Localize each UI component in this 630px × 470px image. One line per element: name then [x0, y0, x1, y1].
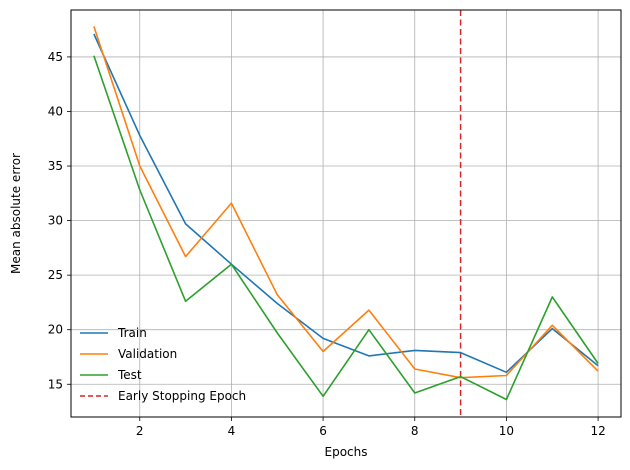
legend-label-validation: Validation: [118, 347, 177, 361]
legend-label-test: Test: [117, 368, 142, 382]
x-axis-label: Epochs: [325, 445, 368, 459]
series-line-validation: [93, 26, 599, 379]
grid: [71, 10, 621, 417]
x-tick-label: 8: [411, 424, 419, 438]
x-tick-label: 12: [590, 424, 605, 438]
y-tick-label: 25: [48, 268, 63, 282]
y-tick-label: 45: [48, 50, 63, 64]
legend-label-train: Train: [117, 326, 147, 340]
ticks: 2 4 6 8 10 12 15 20 25 30 35 40 45: [48, 50, 606, 438]
y-tick-label: 40: [48, 104, 63, 118]
x-tick-label: 2: [136, 424, 144, 438]
series-line-test: [93, 55, 599, 401]
y-tick-label: 35: [48, 159, 63, 173]
y-axis-label: Mean absolute error: [9, 153, 23, 274]
x-tick-label: 6: [319, 424, 327, 438]
series-lines: [93, 26, 599, 401]
legend: Train Validation Test Early Stopping Epoch: [80, 326, 246, 403]
y-tick-label: 30: [48, 214, 63, 228]
x-tick-label: 10: [499, 424, 514, 438]
x-tick-label: 4: [228, 424, 236, 438]
legend-label-early-stopping: Early Stopping Epoch: [118, 389, 246, 403]
y-tick-label: 15: [48, 377, 63, 391]
y-tick-label: 20: [48, 323, 63, 337]
plot-frame: [70, 9, 622, 418]
series-line-train: [93, 33, 599, 374]
